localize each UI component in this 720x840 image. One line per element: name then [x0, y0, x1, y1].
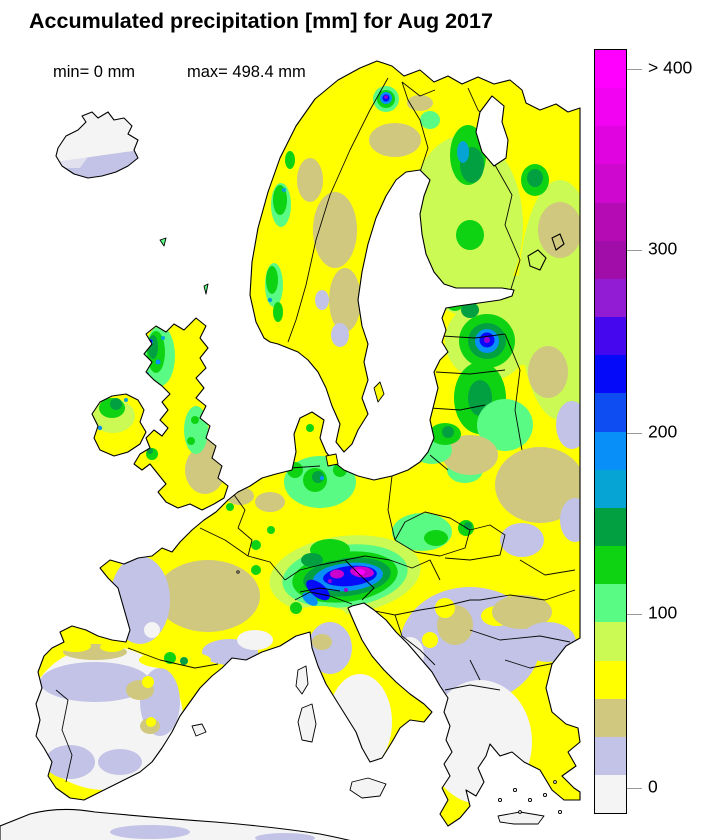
country-borders: [55, 77, 576, 783]
colorbar-segment-18: [595, 736, 626, 775]
colorbar-segment-7: [595, 317, 626, 356]
north-africa-coast: [0, 808, 351, 840]
page-title: Accumulated precipitation [mm] for Aug 2…: [29, 9, 493, 33]
colorbar-segment-1: [595, 88, 626, 127]
colorbar-tick-mark-4: [627, 788, 642, 790]
colorbar-segment-13: [595, 546, 626, 585]
colorbar-segment-17: [595, 698, 626, 737]
islands: [159, 237, 563, 825]
colorbar-segment-11: [595, 469, 626, 508]
precipitation-colorbar: [594, 49, 627, 814]
colorbar-segment-2: [595, 126, 626, 165]
colorbar-segment-5: [595, 240, 626, 279]
colorbar-segment-3: [595, 164, 626, 203]
colorbar-segment-8: [595, 355, 626, 394]
colorbar-tick-label-3: 100: [648, 602, 678, 623]
colorbar-segment-14: [595, 584, 626, 623]
colorbar-tick-label-0: > 400: [648, 57, 693, 78]
colorbar-segment-4: [595, 202, 626, 241]
colorbar-tick-label-2: 200: [648, 421, 678, 442]
colorbar-tick-mark-1: [627, 249, 642, 251]
colorbar-segment-0: [595, 50, 626, 89]
colorbar-segment-9: [595, 393, 626, 432]
colorbar-tick-label-4: 0: [648, 776, 658, 797]
colorbar-segment-6: [595, 278, 626, 318]
colorbar-tick-mark-2: [627, 432, 642, 434]
colorbar-tick-label-1: 300: [648, 238, 678, 259]
colorbar-segment-15: [595, 622, 626, 661]
colorbar-segment-10: [595, 431, 626, 470]
colorbar-segment-12: [595, 507, 626, 547]
precipitation-field: [36, 86, 580, 804]
colorbar-segment-19: [595, 774, 626, 814]
min-value-label: min= 0 mm: [53, 63, 136, 81]
colorbar-segment-16: [595, 660, 626, 699]
colorbar-tick-mark-0: [627, 68, 642, 70]
colorbar-tick-mark-3: [627, 613, 642, 615]
max-value-label: max= 498.4 mm: [187, 63, 306, 81]
